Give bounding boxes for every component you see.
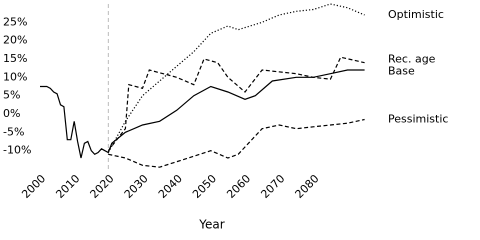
series-label: Pessimistic bbox=[388, 113, 448, 126]
series-line bbox=[108, 118, 365, 168]
y-tick-label: 15% bbox=[3, 52, 27, 65]
y-tick-label: 0% bbox=[3, 107, 20, 120]
x-tick-label: 2080 bbox=[293, 172, 322, 201]
x-tick-label: 2050 bbox=[190, 172, 219, 201]
series-line bbox=[40, 69, 365, 159]
x-tick-label: 2010 bbox=[53, 172, 82, 201]
y-tick-label: -5% bbox=[3, 125, 24, 138]
x-tick-label: 2040 bbox=[156, 172, 185, 201]
y-tick-label: 20% bbox=[3, 34, 27, 47]
series-label: Optimistic bbox=[388, 8, 444, 21]
x-tick-label: 2060 bbox=[224, 172, 253, 201]
y-tick-label: -10% bbox=[3, 144, 31, 157]
y-tick-label: 25% bbox=[3, 15, 27, 28]
y-tick-label: 5% bbox=[3, 89, 20, 102]
series-label: Base bbox=[388, 65, 415, 78]
y-tick-label: 10% bbox=[3, 70, 27, 83]
x-tick-label: 2070 bbox=[258, 172, 287, 201]
x-tick-label: 2000 bbox=[19, 172, 48, 201]
x-tick-label: 2020 bbox=[88, 172, 117, 201]
x-axis-label: Year bbox=[198, 218, 224, 232]
series-line bbox=[107, 56, 365, 152]
x-tick-label: 2030 bbox=[122, 172, 151, 201]
series-label: Rec. age bbox=[388, 53, 436, 66]
series-line bbox=[107, 3, 365, 153]
